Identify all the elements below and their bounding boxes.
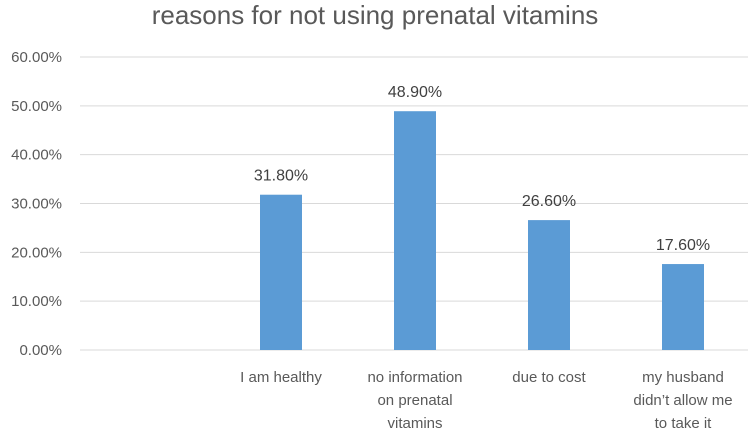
y-tick-label: 30.00% bbox=[11, 196, 62, 213]
chart-title: reasons for not using prenatal vitamins bbox=[152, 0, 599, 30]
category-label: didn’t allow me bbox=[633, 392, 732, 409]
bar bbox=[662, 264, 704, 350]
y-axis-tick-labels: 0.00% 10.00% 20.00% 30.00% 40.00% 50.00% 60.00… bbox=[11, 49, 62, 359]
y-tick-label: 50.00% bbox=[11, 98, 62, 115]
y-tick-label: 0.00% bbox=[19, 342, 62, 359]
data-label: 17.60% bbox=[656, 237, 710, 254]
y-tick-label: 10.00% bbox=[11, 293, 62, 310]
x-axis-category-labels: I am healthy no information on prenatal vit… bbox=[240, 369, 732, 431]
category-label: no information bbox=[367, 369, 462, 386]
bar bbox=[528, 220, 570, 350]
category-label: to take it bbox=[655, 415, 713, 431]
data-label: 31.80% bbox=[254, 168, 308, 185]
bars bbox=[260, 111, 704, 350]
category-label: my husband bbox=[642, 369, 724, 386]
data-label: 48.90% bbox=[388, 84, 442, 101]
data-labels: 31.80% 48.90% 26.60% 17.60% bbox=[254, 84, 710, 254]
y-tick-label: 40.00% bbox=[11, 147, 62, 164]
data-label: 26.60% bbox=[522, 193, 576, 210]
category-label: vitamins bbox=[387, 415, 442, 431]
category-label: on prenatal bbox=[377, 392, 452, 409]
y-tick-label: 20.00% bbox=[11, 244, 62, 261]
bar bbox=[260, 194, 302, 350]
category-label: due to cost bbox=[512, 369, 586, 386]
category-label: I am healthy bbox=[240, 369, 322, 386]
y-tick-label: 60.00% bbox=[11, 49, 62, 66]
bar bbox=[394, 111, 436, 350]
